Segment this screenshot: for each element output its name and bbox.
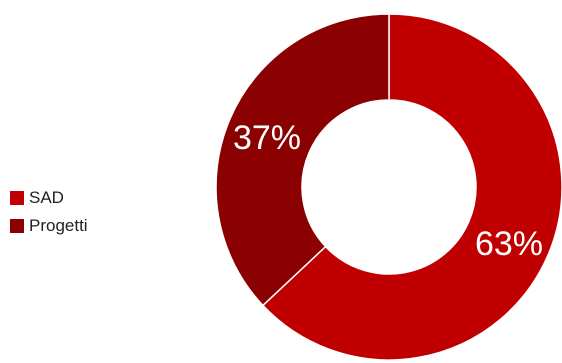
legend-swatch-sad bbox=[10, 191, 24, 205]
data-label-progetti: 37% bbox=[233, 119, 301, 157]
donut-slice-sad bbox=[261, 13, 562, 361]
chart-legend: SAD Progetti bbox=[10, 186, 88, 242]
legend-item-sad: SAD bbox=[10, 186, 88, 210]
legend-label-sad: SAD bbox=[29, 188, 64, 207]
legend-label-progetti: Progetti bbox=[29, 216, 88, 235]
legend-swatch-progetti bbox=[10, 219, 24, 233]
data-label-sad: 63% bbox=[475, 225, 543, 263]
legend-item-progetti: Progetti bbox=[10, 214, 88, 238]
donut-slice-progetti bbox=[215, 13, 390, 307]
